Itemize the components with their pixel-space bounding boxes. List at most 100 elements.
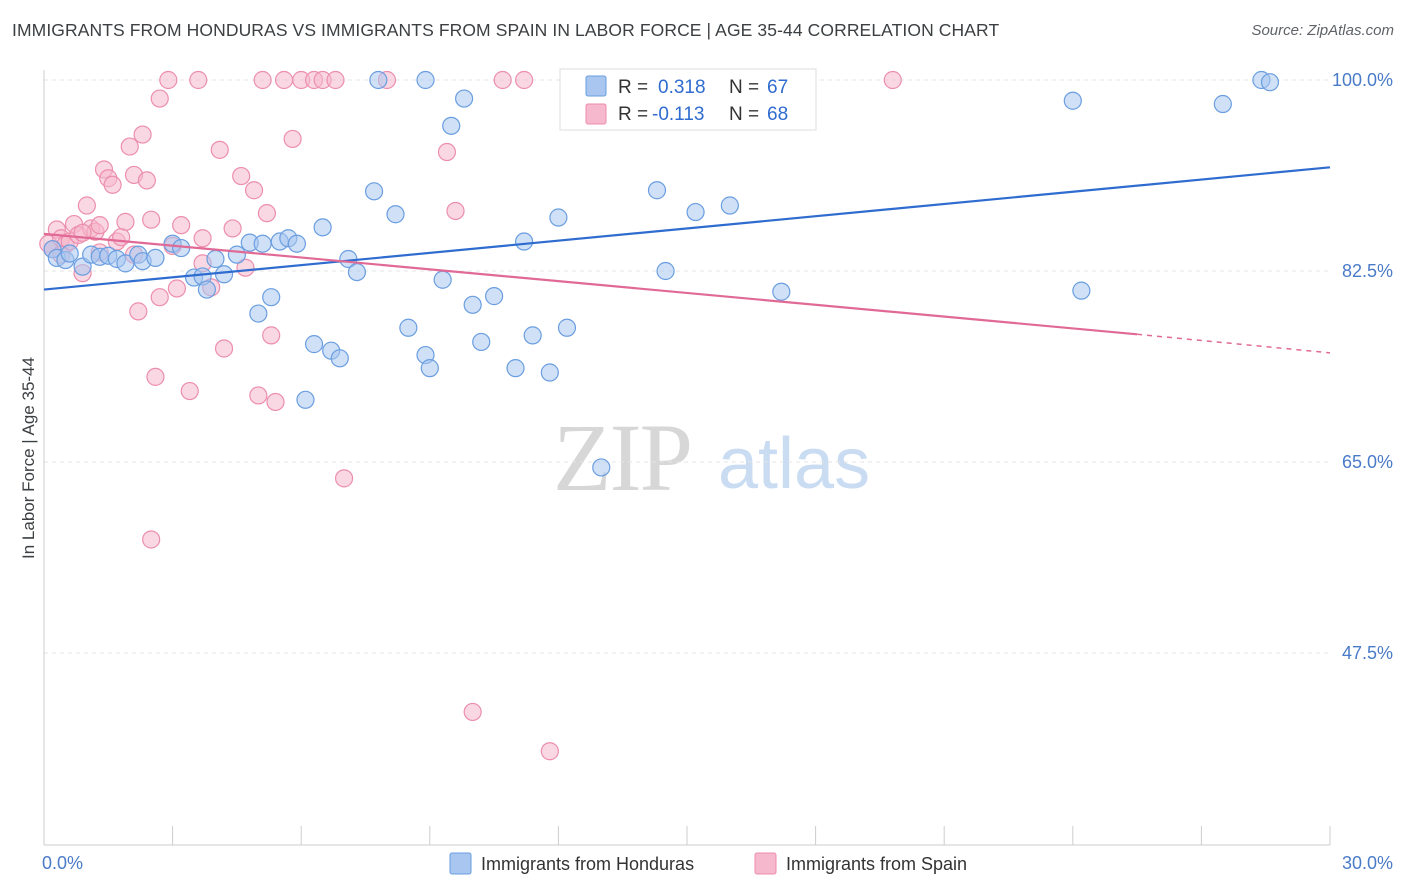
legend-r-value-honduras: 0.318 (658, 77, 706, 98)
honduras-point (656, 261, 675, 281)
spain-point (167, 279, 186, 298)
honduras-point (227, 245, 246, 264)
legend-r-label-honduras: R = (618, 77, 648, 98)
spain-point (90, 216, 109, 235)
honduras-point (472, 332, 491, 352)
grid (44, 79, 1330, 654)
honduras-point (262, 288, 281, 307)
legend-n-value-spain: 68 (767, 104, 788, 125)
honduras-point (557, 318, 577, 337)
trend-lines (43, 166, 1331, 354)
bottom-legend-label-spain: Immigrants from Spain (786, 854, 967, 874)
spain-trend-line (43, 232, 1138, 336)
spain-point (150, 89, 169, 108)
y-tick-label: 100.0% (1332, 70, 1393, 90)
spain-point (274, 70, 294, 90)
spain-point (326, 70, 345, 90)
spain-point (883, 70, 902, 90)
spain-point (142, 210, 161, 229)
honduras-point (463, 295, 482, 314)
legend-n-value-honduras: 67 (767, 77, 788, 98)
spain-point (249, 386, 268, 405)
spain-point (129, 302, 148, 321)
honduras-point (416, 70, 435, 90)
honduras-point (485, 287, 504, 306)
spain-point (540, 742, 559, 761)
spain-point (223, 219, 242, 238)
spain-point (133, 125, 152, 144)
watermark-atlas: atlas (718, 424, 870, 504)
x-tick-label-min: 0.0% (42, 853, 83, 873)
legend-swatch-honduras (585, 75, 607, 97)
honduras-point (1213, 94, 1232, 114)
honduras-point (1063, 91, 1082, 110)
spain-point (193, 229, 212, 248)
honduras-point (686, 202, 705, 222)
bottom-legend-swatch-honduras (449, 852, 472, 875)
honduras-point (296, 390, 315, 409)
honduras-point (249, 304, 268, 323)
honduras-point (720, 196, 739, 215)
y-tick-label: 65.0% (1342, 452, 1393, 472)
spain-point (262, 326, 281, 345)
spain-point (142, 530, 161, 549)
honduras-point (454, 89, 474, 108)
spain-point (180, 381, 199, 401)
axes (43, 70, 1331, 846)
spain-point (137, 171, 156, 190)
honduras-point (647, 181, 667, 200)
spain-point (189, 70, 208, 90)
spain-point (120, 137, 139, 156)
spain-point (257, 204, 277, 223)
legend-n-label-spain: N = (729, 104, 759, 125)
honduras-point (442, 116, 461, 135)
y-tick-labels: 100.0% 82.5% 65.0% 47.5% (1332, 70, 1393, 663)
spain-trend-line-extension (1137, 333, 1331, 354)
bottom-legend-label-honduras: Immigrants from Honduras (481, 854, 694, 874)
spain-point (463, 702, 482, 722)
honduras-point (369, 70, 388, 90)
honduras-point (523, 326, 542, 345)
source-label: Source: ZipAtlas.com (1251, 22, 1394, 39)
spain-point (77, 196, 96, 215)
spain-point (253, 70, 272, 90)
legend-r-value-spain: -0.113 (652, 104, 704, 125)
correlation-legend: R = 0.318 N = 67 R = -0.113 N = 68 (559, 68, 817, 131)
honduras-point (313, 218, 332, 237)
y-axis-label: In Labor Force | Age 35-44 (19, 357, 38, 559)
spain-point (283, 129, 302, 149)
honduras-point (772, 282, 791, 301)
spain-point (159, 70, 178, 90)
honduras-point (1072, 281, 1091, 300)
honduras-point (420, 359, 439, 378)
honduras-point (364, 182, 384, 201)
honduras-point (206, 249, 225, 269)
honduras-point (515, 232, 534, 251)
honduras-point (506, 359, 525, 378)
spain-point (232, 166, 251, 186)
spain-point (236, 258, 255, 277)
honduras-point (592, 458, 611, 477)
spain-point (446, 201, 465, 221)
spain-point (515, 70, 534, 90)
bottom-legend-swatch-spain (754, 852, 777, 875)
spain-point (116, 212, 135, 231)
spain-point (266, 392, 285, 412)
spain-point (172, 216, 191, 235)
spain-point (493, 70, 512, 90)
spain-point (112, 228, 131, 247)
honduras-point (304, 335, 324, 354)
honduras-point (60, 244, 79, 263)
legend-n-label-honduras: N = (729, 77, 759, 98)
y-tick-label: 47.5% (1342, 643, 1393, 663)
series-honduras-points (43, 70, 1280, 477)
spain-point (244, 181, 264, 200)
spain-point (214, 339, 234, 358)
honduras-point (214, 265, 234, 284)
honduras-point (347, 262, 367, 282)
spain-point (146, 367, 165, 386)
chart-title: IMMIGRANTS FROM HONDURAS VS IMMIGRANTS F… (12, 20, 1000, 40)
legend-r-label-spain: R = (618, 104, 648, 125)
honduras-point (399, 318, 418, 337)
